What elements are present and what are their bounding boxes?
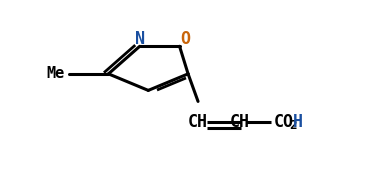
Text: CH: CH [188, 113, 208, 131]
Text: Me: Me [46, 66, 64, 81]
Text: CH: CH [229, 113, 249, 131]
Text: O: O [180, 30, 190, 48]
Text: H: H [293, 113, 303, 131]
Text: N: N [135, 30, 145, 48]
Text: 2: 2 [289, 119, 297, 132]
Text: CO: CO [273, 113, 293, 131]
